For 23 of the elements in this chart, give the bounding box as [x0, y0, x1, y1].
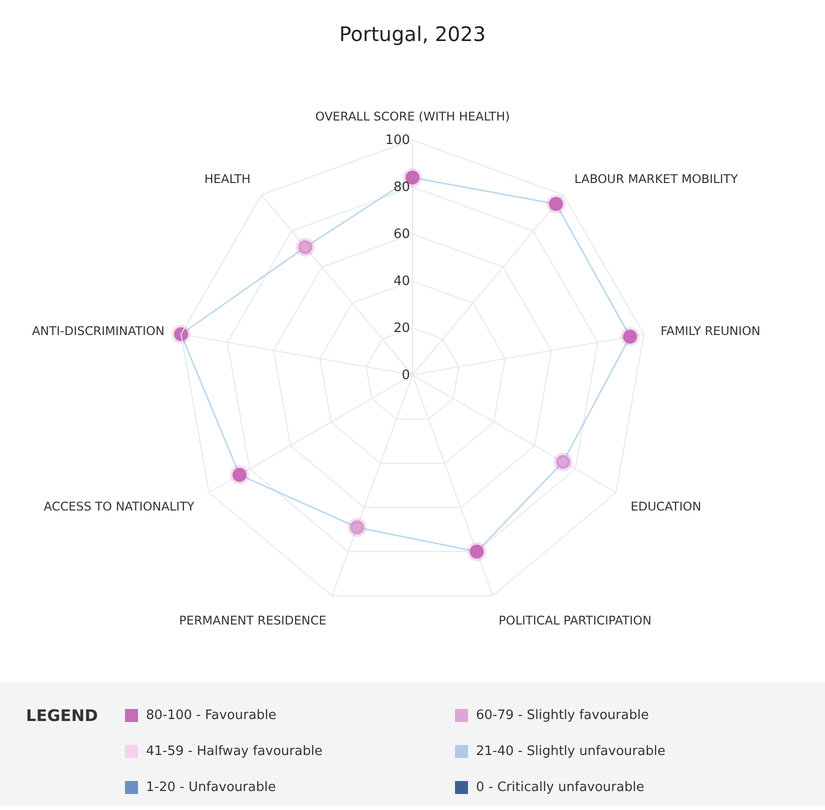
spoke-label: LABOUR MARKET MOBILITY	[574, 172, 739, 186]
y-tick-label: 40	[394, 274, 410, 290]
spoke-label: PERMANENT RESIDENCE	[179, 613, 326, 628]
spoke-label: EDUCATION	[630, 500, 702, 514]
chart-title: Portugal, 2023	[339, 22, 486, 46]
spoke-label: POLITICAL PARTICIPATION	[498, 613, 652, 628]
text: 21-40 - Slightly unfavourable	[476, 744, 666, 759]
spoke-label: ACCESS TO NATIONALITY	[44, 500, 196, 514]
y-tick-label: 0	[402, 368, 410, 384]
text: 60-79 - Slightly favourable	[476, 708, 649, 723]
spoke-label: FAMILY REUNION	[660, 324, 760, 338]
y-tick-label: 100	[385, 133, 410, 148]
y-tick-label: 20	[394, 321, 410, 336]
y-tick-label: 80	[394, 180, 410, 196]
text: 41-59 - Halfway favourable	[146, 744, 322, 759]
spoke-label: OVERALL SCORE (WITH HEALTH)	[315, 110, 510, 124]
text: 80-100 - Favourable	[146, 708, 276, 723]
y-tick-label: 60	[394, 227, 410, 242]
spoke-label: HEALTH	[204, 172, 251, 186]
text: 1-20 - Unfavourable	[146, 780, 276, 795]
text: LEGEND	[26, 706, 98, 725]
text: 0 - Critically unfavourable	[476, 780, 644, 795]
spoke-label: ANTI-DISCRIMINATION	[32, 324, 164, 338]
